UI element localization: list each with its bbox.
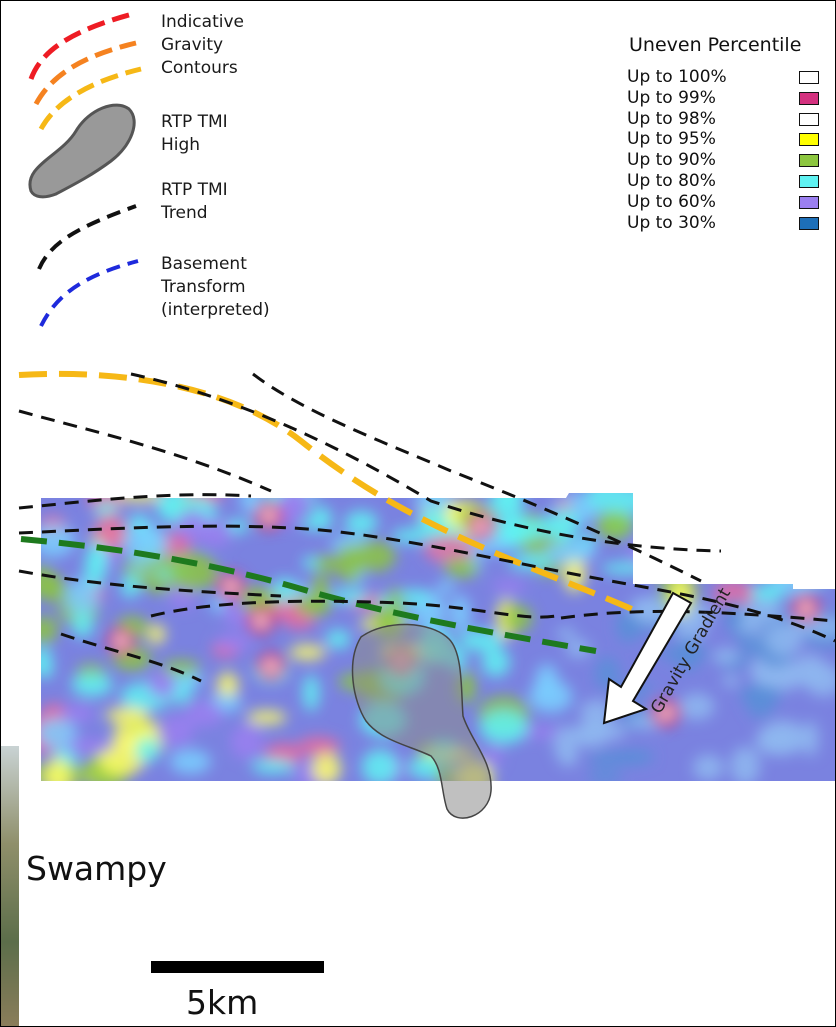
place-label-swampy: Swampy: [26, 849, 167, 888]
percentile-legend-label: Up to 95%: [627, 129, 716, 149]
legend-basement-label: Basement Transform (interpreted): [161, 253, 270, 322]
legend-tmi-trend-label: RTP TMI Trend: [161, 179, 228, 225]
tmi-trend-lines: [18, 372, 835, 683]
legend-gravity-line-1: Indicative: [161, 12, 244, 32]
percentile-legend-item: Up to 100%: [627, 67, 819, 89]
percentile-legend-item: Up to 98%: [627, 109, 819, 131]
legend-gravity-line-2: Gravity: [161, 35, 224, 55]
percentile-legend-swatch: [799, 196, 819, 209]
percentile-legend-item: Up to 99%: [627, 88, 819, 110]
legend-basement-line-2: Transform: [161, 277, 246, 297]
percentile-legend-label: Up to 98%: [627, 109, 716, 129]
legend-tmi-high-line-1: RTP TMI: [161, 112, 228, 132]
legend-basement-line-3: (interpreted): [161, 300, 270, 320]
percentile-legend-swatch: [799, 154, 819, 167]
scale-bar: [151, 961, 324, 973]
gravity-contour-green: [20, 536, 597, 654]
tmi-high-polygon: [351, 623, 492, 819]
percentile-legend-label: Up to 80%: [627, 171, 716, 191]
percentile-legend-swatch: [799, 71, 819, 84]
gravity-gradient-arrow: [602, 591, 693, 725]
percentile-legend-item: Up to 30%: [627, 213, 819, 235]
gravity-contour-yellow: [18, 370, 643, 616]
percentile-legend-label: Up to 30%: [627, 213, 716, 233]
percentile-legend-item: Up to 60%: [627, 192, 819, 214]
legend-gravity-line-3: Contours: [161, 58, 238, 78]
percentile-legend-swatch: [799, 113, 819, 126]
percentile-legend-swatch: [799, 133, 819, 146]
scale-bar-label: 5km: [186, 983, 259, 1022]
percentile-legend-label: Up to 100%: [627, 67, 727, 87]
legend-tmi-trend-symbol: [37, 204, 137, 270]
percentile-legend-label: Up to 99%: [627, 88, 716, 108]
legend-basement-line-1: Basement: [161, 254, 247, 274]
percentile-legend-title: Uneven Percentile: [629, 34, 802, 56]
percentile-legend-item: Up to 90%: [627, 150, 819, 172]
legend-tmi-high-symbol: [28, 103, 136, 199]
percentile-legend-item: Up to 80%: [627, 171, 819, 193]
legend-tmi-trend-line-2: Trend: [161, 203, 208, 223]
legend-gravity-contour-symbol: [28, 12, 142, 131]
legend-tmi-high-line-2: High: [161, 135, 201, 155]
percentile-legend-item: Up to 95%: [627, 129, 819, 151]
percentile-legend-swatch: [799, 175, 819, 188]
percentile-legend-label: Up to 90%: [627, 150, 716, 170]
percentile-legend-swatch: [799, 92, 819, 105]
legend-gravity-label: Indicative Gravity Contours: [161, 11, 244, 80]
legend-basement-symbol: [39, 259, 139, 327]
percentile-legend-swatch: [799, 217, 819, 230]
legend-tmi-trend-line-1: RTP TMI: [161, 180, 228, 200]
percentile-legend-label: Up to 60%: [627, 192, 716, 212]
photo-strip: [1, 746, 19, 1026]
legend-tmi-high-label: RTP TMI High: [161, 111, 228, 157]
tmi-raster: [41, 493, 835, 781]
